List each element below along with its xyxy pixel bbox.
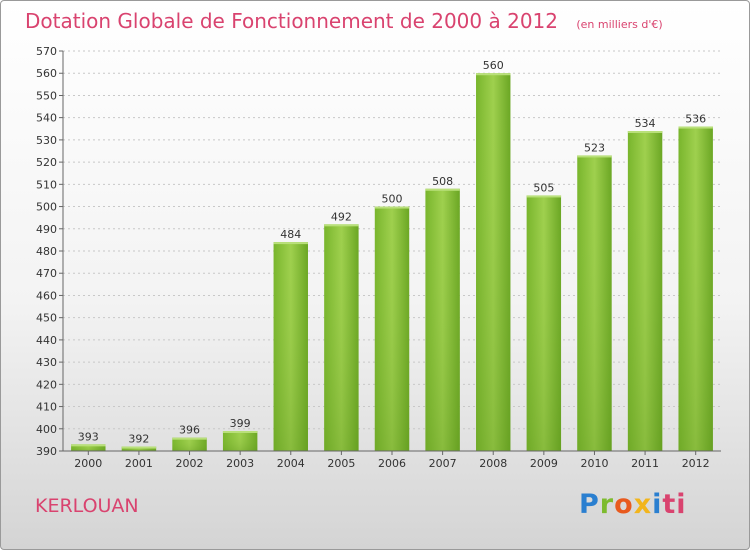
y-tick-label: 560 (36, 67, 57, 80)
bar-2008 (476, 73, 511, 451)
bar-shade (324, 224, 359, 451)
bar-shade (577, 155, 612, 451)
bar-shade (71, 444, 106, 451)
value-label: 534 (635, 117, 656, 130)
bar-2002 (172, 437, 207, 451)
value-label: 505 (533, 181, 554, 194)
x-tick-label: 2002 (176, 457, 204, 470)
value-label: 536 (685, 113, 706, 126)
value-label: 392 (128, 433, 149, 446)
y-tick-label: 510 (36, 178, 57, 191)
y-tick-label: 570 (36, 45, 57, 58)
y-tick-label: 400 (36, 423, 57, 436)
y-tick-label: 550 (36, 89, 57, 102)
x-tick-label: 2007 (429, 457, 457, 470)
value-label: 399 (230, 417, 251, 430)
y-tick-label: 460 (36, 289, 57, 302)
bar-2007 (425, 188, 460, 451)
x-tick-label: 2008 (479, 457, 507, 470)
axes-group: 390 400 410 420 430 440 450 460 470 480 490 500 510 5… (36, 45, 721, 458)
bar-shade (374, 206, 410, 451)
x-tick-label: 2010 (580, 457, 608, 470)
y-tick-label: 530 (36, 134, 57, 147)
bar-shade (678, 126, 713, 452)
bar-shade (273, 242, 308, 451)
bar-top-highlight (172, 437, 207, 440)
y-tick-label: 450 (36, 312, 57, 325)
y-tick-label: 500 (36, 201, 57, 214)
bar-top-highlight (222, 431, 258, 433)
bar-top-highlight (425, 188, 460, 191)
x-tick-label: 2005 (327, 457, 355, 470)
unit-label: (en milliers d'€) (576, 18, 663, 31)
y-tick-label: 410 (36, 401, 57, 414)
bar-top-highlight (526, 195, 562, 198)
value-label: 484 (280, 228, 301, 241)
value-label: 500 (382, 193, 403, 206)
labels-group: 393 2000 392 2001 396 2002 399 2003 484 2004 492 20… (74, 59, 709, 470)
bar-shade (121, 446, 157, 451)
bar-top-highlight (71, 444, 106, 447)
x-tick-label: 2011 (631, 457, 659, 470)
chart-title: Dotation Globale de Fonctionnement de 20… (25, 9, 663, 33)
x-tick-label: 2009 (530, 457, 558, 470)
y-tick-label: 470 (36, 267, 57, 280)
bars-group (71, 73, 713, 452)
bar-2005 (324, 224, 359, 451)
bar-top-highlight (678, 126, 713, 129)
bar-2004 (273, 242, 308, 451)
bar-shade (526, 195, 562, 451)
x-tick-label: 2004 (277, 457, 305, 470)
proxiti-logo[interactable]: Proxiti (579, 489, 687, 520)
x-tick-label: 2012 (682, 457, 710, 470)
x-tick-label: 2006 (378, 457, 406, 470)
bar-2010 (577, 155, 612, 451)
value-label: 560 (483, 59, 504, 72)
y-tick-label: 390 (36, 445, 57, 458)
x-tick-label: 2001 (125, 457, 153, 470)
y-tick-label: 420 (36, 378, 57, 391)
bar-top-highlight (476, 73, 511, 76)
bar-2003 (222, 431, 258, 451)
x-tick-label: 2000 (74, 457, 102, 470)
bar-2012 (678, 126, 713, 452)
bar-top-highlight (577, 155, 612, 158)
bar-2009 (526, 195, 562, 451)
bar-shade (172, 437, 207, 451)
value-label: 523 (584, 141, 605, 154)
bar-shade (627, 131, 663, 451)
y-tick-label: 540 (36, 112, 57, 125)
bar-2000 (71, 444, 106, 451)
y-tick-label: 430 (36, 356, 57, 369)
bar-top-highlight (374, 206, 410, 209)
x-tick-label: 2003 (226, 457, 254, 470)
value-label: 492 (331, 210, 352, 223)
bar-shade (222, 431, 258, 451)
bar-top-highlight (121, 446, 157, 449)
bar-2011 (627, 131, 663, 451)
bar-top-highlight (627, 131, 663, 133)
bar-top-highlight (273, 242, 308, 245)
bar-2001 (121, 446, 157, 451)
bar-shade (476, 73, 511, 451)
bar-top-highlight (324, 224, 359, 227)
y-tick-label: 520 (36, 156, 57, 169)
y-tick-label: 480 (36, 245, 57, 258)
value-label: 396 (179, 424, 200, 437)
bar-shade (425, 188, 460, 451)
y-tick-label: 440 (36, 334, 57, 347)
y-tick-label: 490 (36, 223, 57, 236)
chart-title-text: Dotation Globale de Fonctionnement de 20… (25, 9, 558, 33)
value-label: 508 (432, 175, 453, 188)
value-label: 393 (78, 430, 99, 443)
bar-2006 (374, 206, 410, 451)
commune-name: KERLOUAN (35, 495, 139, 517)
